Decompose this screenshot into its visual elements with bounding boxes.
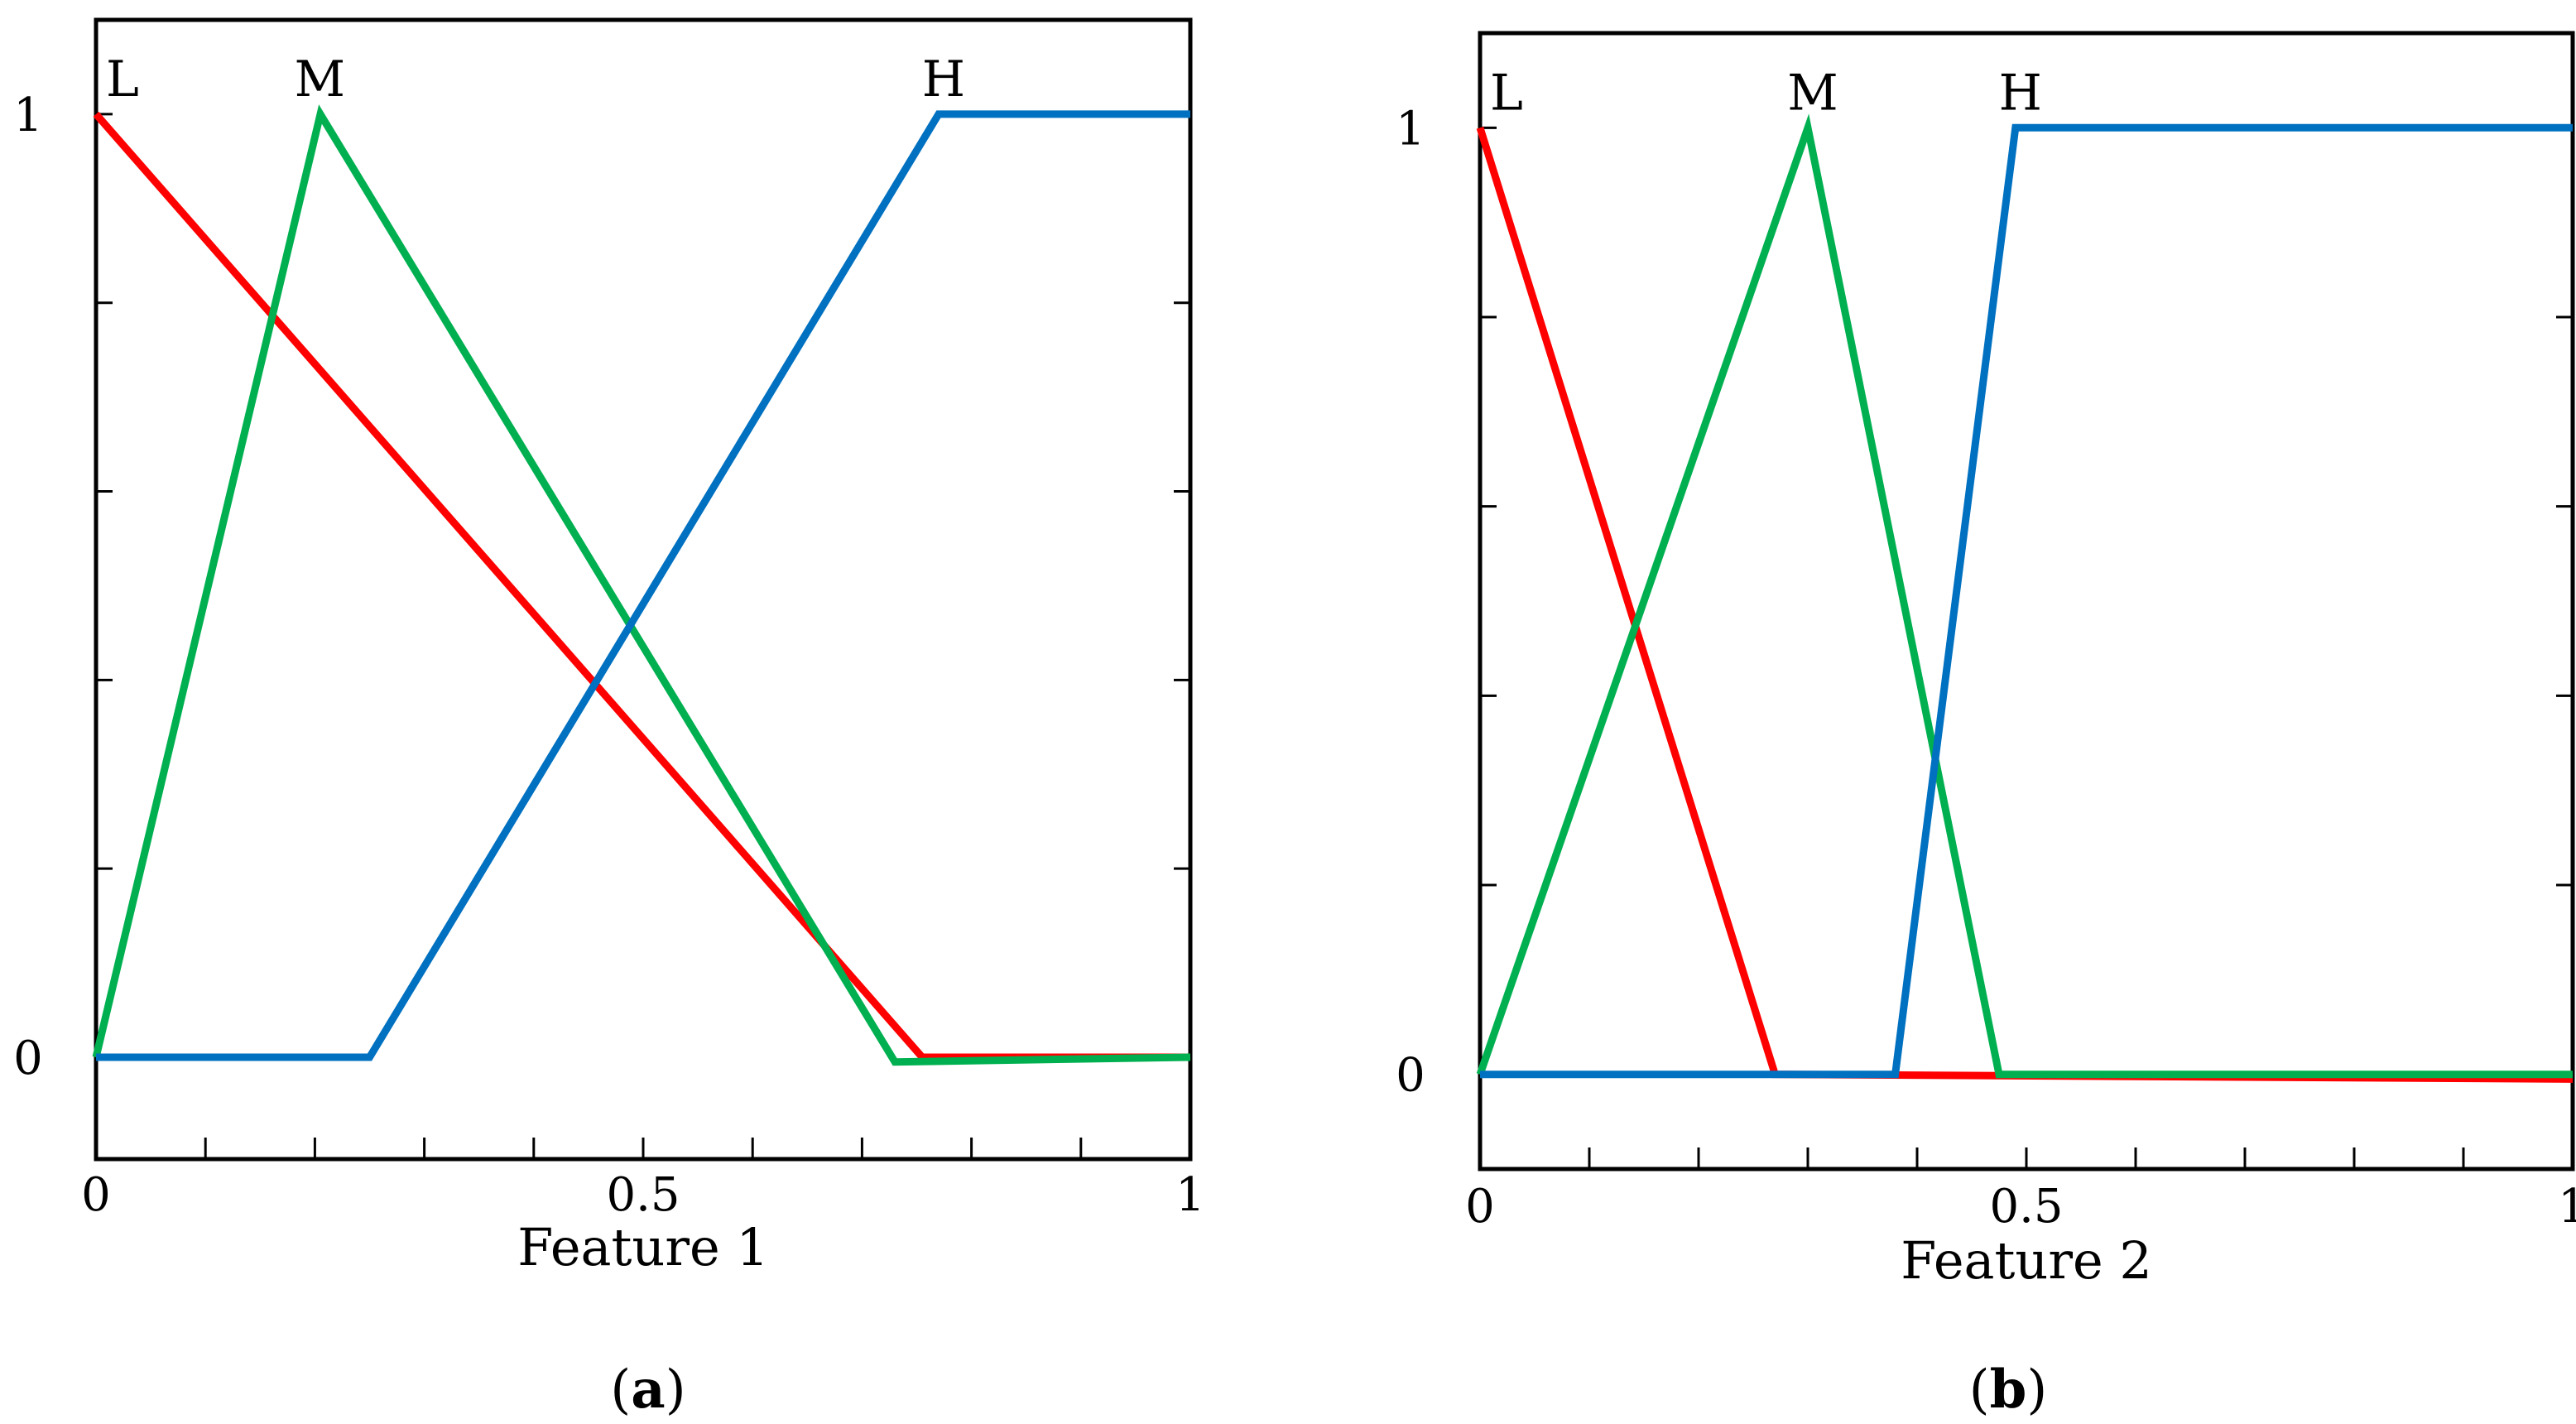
panel-b-xtick-label: 0: [1465, 1180, 1495, 1234]
panel-b-series-m-label: M: [1787, 64, 1838, 122]
panel-a-series-m-line: [92, 104, 1191, 1066]
panel-a-ytick-label: 1: [13, 89, 43, 142]
caption-b: (b): [1969, 1359, 2048, 1421]
panel-a-series-l-label: L: [106, 51, 139, 108]
panel-b-series-l-label: L: [1490, 64, 1523, 122]
panel-b-ytick-label: 1: [1396, 102, 1425, 156]
caption-a: (a): [610, 1359, 685, 1421]
caption-b-letter: b: [1990, 1359, 2027, 1421]
panel-a-xlabel: Feature 1: [517, 1217, 769, 1277]
panel-a-series-h-label: H: [922, 51, 965, 108]
panel-b-ytick-label: 0: [1396, 1049, 1425, 1103]
panel-b: 0 0.5 1 0 1 Feature 2 L M H: [1396, 31, 2576, 1291]
panel-a-xtick-label: 0.5: [606, 1168, 680, 1222]
panel-b-series-h-line: [1480, 123, 2573, 1079]
panel-a-xtick-label: 1: [1175, 1168, 1205, 1222]
panel-b-xlabel: Feature 2: [1901, 1230, 2152, 1291]
caption-b-open: (: [1969, 1359, 1990, 1421]
panel-a-ytick-label: 0: [13, 1032, 43, 1085]
caption-b-close: ): [2026, 1359, 2047, 1421]
panel-a-series-l-line: [93, 111, 1190, 1061]
panel-a-frame: [94, 17, 1193, 1162]
caption-a-open: (: [610, 1359, 631, 1421]
panel-b-series-h-label: H: [1999, 64, 2042, 122]
caption-a-close: ): [666, 1359, 686, 1421]
panel-b-series-m-line: [1476, 113, 2573, 1079]
caption-a-letter: a: [631, 1359, 665, 1421]
panel-a-series-m-label: M: [295, 51, 345, 108]
panel-a: 0 0.5 1 0 1 Feature 1 L M H: [13, 17, 1205, 1277]
panel-b-xtick-label: 0.5: [1989, 1180, 2063, 1234]
panel-a-series-h-line: [96, 110, 1190, 1061]
panel-a-xtick-label: 0: [81, 1168, 111, 1222]
panel-b-xtick-label: 1: [2558, 1180, 2576, 1234]
